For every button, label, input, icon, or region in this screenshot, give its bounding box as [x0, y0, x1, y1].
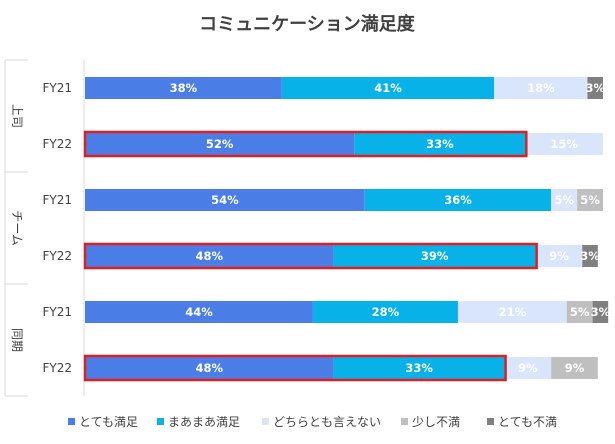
data-label: 28% [372, 305, 400, 319]
bar-segment [85, 133, 355, 155]
bar-segment [457, 301, 567, 323]
data-label: 38% [170, 81, 198, 95]
bar-segment [333, 245, 536, 267]
data-label: 44% [185, 305, 213, 319]
row-tick-label: FY21 [42, 81, 72, 95]
legend-swatch [157, 418, 164, 425]
bar-segment [551, 357, 598, 379]
data-label: 48% [196, 361, 224, 375]
bar-segment [354, 133, 526, 155]
legend-label: とても不満 [498, 415, 557, 429]
data-label: 15% [550, 137, 578, 151]
bar-segment [592, 301, 609, 323]
bars-layer [85, 77, 609, 379]
group-label: チーム [10, 210, 24, 246]
data-label: 54% [211, 193, 239, 207]
bar-segment [85, 357, 334, 379]
legend-swatch [487, 418, 494, 425]
bar-segment [85, 77, 282, 99]
bar-segment [577, 189, 603, 211]
bar-segment [566, 301, 593, 323]
bar-segment [551, 189, 578, 211]
group-label: 上司 [10, 104, 24, 128]
bar-segment [364, 189, 552, 211]
labels-layer: FY21 38% 41% 18% 3% FY22 52% 33% 15% FY21 54% 36% 5%… [42, 81, 611, 382]
bar-segment [281, 77, 495, 99]
legend: とても満足 まあまあ満足 どちらとも言えない 少し不満 とても不満 [68, 415, 557, 429]
data-label: 48% [196, 249, 224, 263]
data-label: 39% [421, 249, 449, 263]
highlight-box [83, 242, 538, 270]
group-label: 同期 [10, 328, 24, 352]
highlight-box [83, 130, 528, 158]
bar-segment [85, 189, 365, 211]
data-label: 9% [565, 361, 585, 375]
data-label: 3% [591, 305, 611, 319]
row-tick-label: FY21 [42, 193, 72, 207]
row-tick-label: FY22 [42, 249, 72, 263]
row-tick-label: FY22 [42, 361, 72, 375]
bar-segment [85, 301, 313, 323]
data-label: 18% [527, 81, 555, 95]
data-label: 33% [405, 361, 433, 375]
data-label: 21% [499, 305, 527, 319]
bar-segment [535, 245, 583, 267]
data-label: 3% [585, 81, 605, 95]
bar-segment [525, 133, 603, 155]
bar-segment [312, 301, 458, 323]
row-tick-label: FY21 [42, 305, 72, 319]
data-label: 9% [549, 249, 569, 263]
legend-label: まあまあ満足 [168, 415, 240, 429]
bar-segment [85, 245, 334, 267]
data-label: 41% [374, 81, 402, 95]
row-tick-label: FY22 [42, 137, 72, 151]
data-label: 9% [518, 361, 538, 375]
bar-segment [504, 357, 552, 379]
legend-swatch [68, 418, 75, 425]
data-label: 36% [444, 193, 472, 207]
highlight-box [83, 354, 507, 382]
legend-label: 少し不満 [412, 415, 460, 429]
data-label: 52% [206, 137, 234, 151]
legend-swatch [401, 418, 408, 425]
bar-segment [494, 77, 588, 99]
data-label: 5% [554, 193, 574, 207]
legend-label: どちらとも言えない [273, 415, 381, 429]
data-label: 33% [426, 137, 454, 151]
bar-segment [582, 245, 598, 267]
chart-title: コミュニケーション満足度 [199, 13, 416, 35]
data-label: 5% [580, 193, 600, 207]
legend-swatch [262, 418, 269, 425]
bar-segment [333, 357, 505, 379]
bar-segment [587, 77, 603, 99]
legend-label: とても満足 [79, 415, 138, 429]
data-label: 5% [570, 305, 590, 319]
data-label: 3% [580, 249, 600, 263]
